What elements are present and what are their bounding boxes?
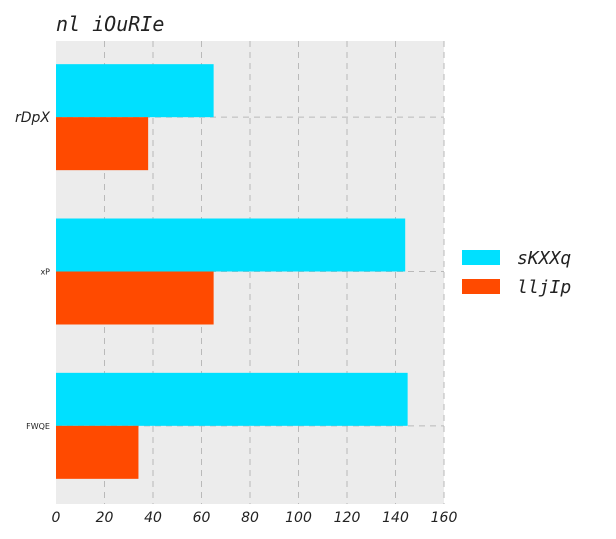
x-tick-label: 120 [334, 510, 361, 526]
y-tick-label: FWQE [26, 422, 50, 431]
y-axis-ticks: rDpX xP FWQE [15, 110, 50, 431]
bar-lljIp-FWQE [56, 425, 139, 479]
bar-sKXXq-FWQE [56, 372, 408, 426]
x-tick-label: 60 [193, 510, 211, 526]
bar-sKXXq-xP [56, 218, 406, 272]
x-tick-label: 80 [241, 510, 259, 526]
legend-swatch [462, 279, 500, 294]
x-tick-label: 100 [285, 510, 312, 526]
bar-lljIp-rDpX [56, 117, 149, 171]
y-tick-label: rDpX [15, 110, 50, 126]
bars [56, 64, 408, 479]
x-tick-label: 20 [96, 510, 114, 526]
x-tick-label: 160 [431, 510, 458, 526]
x-tick-label: 0 [52, 510, 61, 526]
legend-swatch [462, 250, 500, 265]
chart-title: nl iOuRIe [56, 12, 164, 36]
bar-lljIp-xP [56, 271, 214, 325]
x-tick-label: 40 [144, 510, 162, 526]
bar-sKXXq-rDpX [56, 64, 214, 118]
legend-label: sKXXq [517, 248, 571, 269]
x-axis-ticks: 0 20 40 60 80 100 120 140 160 [52, 510, 458, 526]
legend: sKXXq lljIp [462, 248, 571, 298]
legend-label: lljIp [517, 277, 571, 298]
y-tick-label: xP [40, 268, 50, 277]
x-tick-label: 140 [382, 510, 409, 526]
